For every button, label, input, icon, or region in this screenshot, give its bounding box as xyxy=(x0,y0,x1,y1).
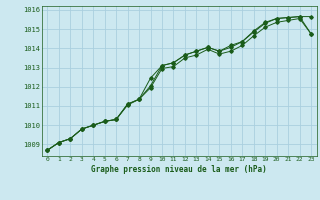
X-axis label: Graphe pression niveau de la mer (hPa): Graphe pression niveau de la mer (hPa) xyxy=(91,165,267,174)
